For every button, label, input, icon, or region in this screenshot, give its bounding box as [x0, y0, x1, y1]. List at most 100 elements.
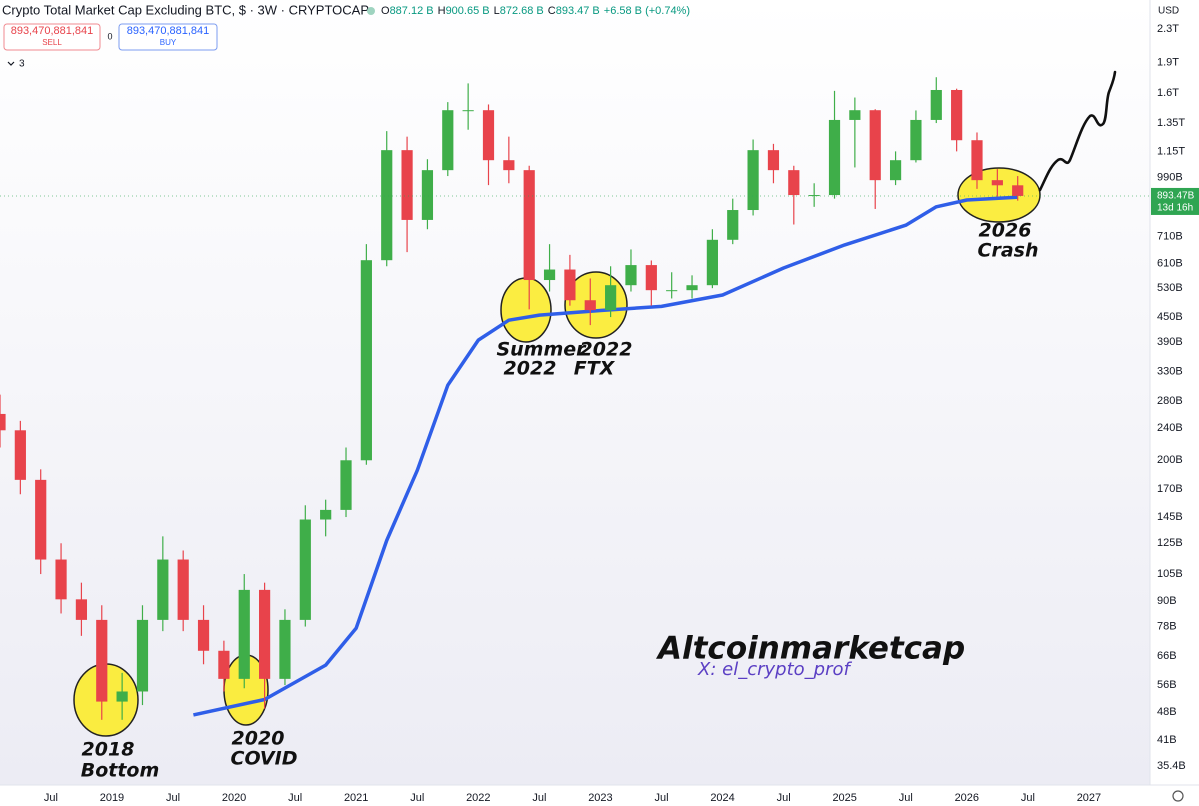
ohlc-key: H — [438, 5, 446, 17]
ohlc-key: C — [548, 5, 556, 17]
annotation-label: 2022 — [504, 358, 557, 380]
x-tick-label: Jul — [777, 792, 791, 804]
plot-background — [0, 0, 1150, 785]
annotation-label: Crash — [978, 240, 1039, 262]
currency-label: USD — [1158, 6, 1179, 17]
candle-body — [259, 589, 271, 679]
x-tick-label: 2026 — [955, 792, 979, 804]
highlight-circle — [500, 277, 552, 343]
candle-body — [706, 239, 718, 286]
ohlc-key: L — [494, 5, 500, 17]
y-tick-label: 390B — [1157, 336, 1183, 348]
y-tick-label: 41B — [1157, 734, 1177, 746]
ohlc-value: 872.68 B — [500, 5, 544, 17]
candle-body — [543, 269, 556, 281]
candle-body — [197, 619, 210, 651]
settings-icon[interactable] — [1172, 790, 1184, 802]
candle-body — [828, 119, 841, 196]
y-tick-label: 1.6T — [1157, 87, 1179, 99]
moving-average-line — [193, 195, 1018, 717]
candle-body — [930, 89, 942, 120]
annotation-label: 2020 — [232, 728, 285, 750]
y-tick-label: 56B — [1157, 679, 1177, 691]
x-tick-label: Jul — [532, 792, 546, 804]
candle-body — [0, 413, 6, 431]
candle-body — [360, 260, 372, 461]
candle-body — [75, 599, 88, 620]
candle-body — [442, 110, 454, 171]
candle-body — [340, 460, 352, 510]
chart-title: Crypto Total Market Cap Excluding BTC, $… — [2, 2, 369, 17]
status-dot — [367, 7, 375, 15]
buy-label: BUY — [160, 38, 177, 47]
watermark-credit: X: el_crypto_prof — [697, 659, 852, 680]
candle-body — [523, 170, 535, 281]
y-tick-label: 240B — [1157, 422, 1183, 434]
x-tick-label: Jul — [899, 792, 913, 804]
candle-body — [177, 559, 189, 620]
y-tick-label: 35.4B — [1157, 760, 1186, 772]
y-tick-label: 710B — [1157, 230, 1183, 242]
candle-body — [910, 119, 922, 161]
buy-price: 893,470,881,841 — [127, 25, 210, 37]
candle-body — [747, 150, 759, 211]
candle-body — [401, 150, 413, 220]
collapse-chevron[interactable] — [7, 61, 15, 66]
x-tick-label: Jul — [654, 792, 668, 804]
candle-body — [503, 160, 515, 171]
price-axis-panel — [1150, 0, 1199, 806]
x-tick-label: Jul — [288, 792, 302, 804]
ohlc-value: 887.12 B — [390, 5, 434, 17]
candle-body — [116, 691, 128, 702]
y-tick-label: 66B — [1157, 650, 1177, 662]
candle-body — [605, 285, 617, 311]
x-tick-label: 2019 — [100, 792, 124, 804]
y-tick-label: 2.3T — [1157, 23, 1179, 35]
candle-body — [1012, 185, 1024, 196]
candle-body — [564, 269, 576, 301]
y-tick-label: 1.15T — [1157, 145, 1185, 157]
time-axis-panel — [0, 785, 1150, 806]
sell-price: 893,470,881,841 — [11, 25, 94, 37]
ohlc-value: 893.47 B — [556, 5, 600, 17]
annotation-label: FTX — [574, 358, 616, 380]
candle-body — [625, 265, 637, 286]
ohlc-value: 900.65 B — [446, 5, 490, 17]
candle-body — [666, 290, 678, 292]
x-tick-label: 2023 — [588, 792, 612, 804]
y-tick-label: 990B — [1157, 172, 1183, 184]
candle-body — [849, 110, 861, 120]
candle-body — [767, 150, 780, 171]
y-tick-label: 450B — [1157, 311, 1183, 323]
y-tick-label: 125B — [1157, 537, 1183, 549]
sell-button[interactable] — [3, 23, 101, 51]
y-tick-label: 170B — [1157, 483, 1183, 495]
candle-body — [218, 650, 230, 679]
price-change: +6.58 B (+0.74%) — [604, 5, 690, 17]
x-tick-label: Jul — [44, 792, 58, 804]
y-tick-label: 280B — [1157, 395, 1183, 407]
candle-body — [869, 110, 881, 181]
y-tick-label: 330B — [1157, 366, 1183, 378]
candle-body — [421, 170, 434, 220]
candle-body — [727, 210, 739, 240]
annotation-label: 2022 — [580, 339, 633, 361]
buy-button[interactable] — [118, 23, 218, 51]
x-tick-label: Jul — [1021, 792, 1035, 804]
candle-body — [299, 519, 311, 620]
y-tick-label: 1.35T — [1157, 117, 1185, 129]
last-price-label: 893.47B — [1157, 191, 1195, 202]
y-tick-label: 48B — [1157, 706, 1177, 718]
x-tick-label: 2027 — [1077, 792, 1101, 804]
x-tick-label: Jul — [166, 792, 180, 804]
candle-body — [279, 619, 291, 679]
candle-body — [157, 559, 169, 620]
candle-body — [136, 619, 149, 692]
candle-body — [808, 195, 820, 197]
watermark-title: Altcoinmarketcap — [655, 631, 965, 667]
annotation-label: Bottom — [81, 760, 160, 782]
x-tick-label: 2020 — [222, 792, 246, 804]
y-tick-label: 530B — [1157, 282, 1183, 294]
annotation-label: COVID — [231, 748, 298, 770]
